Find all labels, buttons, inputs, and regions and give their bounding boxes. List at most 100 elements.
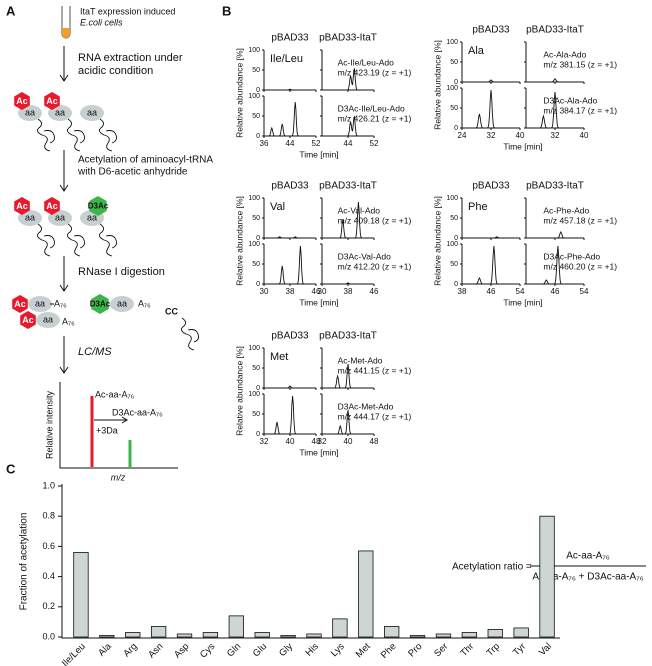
arrows (59, 46, 69, 374)
icon-label: A₇₆ (54, 298, 67, 308)
strain-label: pBAD33-ItaT (319, 331, 377, 342)
bar (99, 635, 115, 638)
trace (264, 236, 316, 239)
axis-label: Time [min] (299, 149, 338, 159)
x-tick-label: Pro (406, 641, 424, 659)
x-tick-label: Gly (277, 641, 295, 659)
y-tick-label: 0.2 (42, 601, 55, 611)
x-tick-label: 46 (370, 287, 379, 296)
axis-label: Time [min] (503, 141, 542, 151)
icon-label: Ac (16, 201, 28, 211)
axis-label: Relative abundance [%] (234, 346, 244, 436)
x-tick-label: 46 (487, 287, 496, 296)
peak-label: D3Ac-aa-A₇₆ (112, 407, 163, 417)
aa-icon (18, 210, 42, 226)
trace (264, 101, 316, 137)
trace (322, 67, 374, 91)
trace (526, 78, 584, 83)
x-tick-label: Ile/Leu (60, 641, 88, 666)
aa-icon (18, 105, 42, 121)
compound-label: D3Ac-Phe-Ado (543, 251, 600, 261)
x-tick-label: 44 (344, 139, 353, 148)
y-tick-label: 0.0 (42, 631, 55, 641)
y-tick-label: 0.6 (42, 541, 55, 551)
trna-icon (99, 223, 117, 257)
y-tick-label: 50 (252, 411, 260, 418)
x-tick-label: 40 (286, 437, 295, 446)
bar (332, 618, 348, 638)
y-tick-label: 0 (454, 125, 458, 132)
y-tick-label: 50 (252, 113, 260, 120)
bar (539, 515, 555, 638)
trace (322, 363, 374, 389)
spectrum-axes (59, 382, 178, 469)
y-tick-label: 50 (252, 365, 260, 372)
compound-label: m/z 423.19 (z = +1) (338, 67, 412, 77)
icon-label: Ac (16, 96, 28, 106)
bar (125, 632, 141, 638)
x-tick-label: Lys (329, 641, 347, 659)
trace (462, 236, 520, 239)
aa-icon (48, 210, 72, 226)
strain-label: pBAD33 (472, 25, 510, 36)
y-tick-label: 100 (446, 85, 458, 92)
icon-label: A₇₆ (62, 316, 75, 326)
x-tick-label: 32 (318, 437, 327, 446)
icon-label: aa (25, 107, 35, 117)
y-tick-label: 100 (446, 39, 458, 46)
bar (73, 552, 89, 638)
x-tick-label: Gln (225, 641, 243, 659)
x-tick-label: 30 (318, 287, 327, 296)
axis-label: Relative abundance [%] (234, 196, 244, 286)
trna-icon (181, 317, 199, 351)
bar (254, 632, 270, 638)
trace (526, 231, 584, 239)
acetyl-icon (20, 311, 36, 329)
equation-lhs: Acetylation ratio = (452, 562, 532, 573)
x-tick-label: Cys (198, 641, 218, 661)
y-tick-label: 50 (450, 59, 458, 66)
y-tick-label: 0 (256, 431, 260, 438)
compound-label: m/z 381.15 (z = +1) (543, 59, 617, 69)
icon-label: aa (55, 107, 65, 117)
y-tick-label: 0.4 (42, 571, 55, 581)
trace (264, 395, 316, 435)
equation-denominator: Ac-aa-A₇₆ + D3Ac-aa-A₇₆ (532, 572, 643, 583)
x-tick-label: Asn (146, 641, 165, 660)
icon-label: CC (165, 306, 178, 316)
icon-label: aa (87, 107, 97, 117)
y-tick-label: 50 (252, 261, 260, 268)
compound-label: D3Ac-Val-Ado (338, 251, 391, 261)
trna-icon (67, 223, 85, 257)
x-tick-label: 48 (370, 437, 379, 446)
shift-label: +3Da (96, 425, 118, 435)
trace (264, 245, 316, 285)
trace (322, 282, 374, 285)
x-tick-label: 52 (312, 139, 321, 148)
trace (322, 115, 374, 137)
trace (526, 245, 584, 285)
axis-label: Fraction of acetylation (19, 513, 30, 611)
axis-label: Relative abundance [%] (432, 40, 442, 130)
subplot-axes (263, 394, 316, 435)
aa-icon (36, 312, 60, 328)
panel-letter: C (6, 461, 16, 476)
y-tick-label: 0 (256, 235, 260, 242)
icon-label: Ac (46, 201, 58, 211)
bar (176, 633, 193, 638)
icon-label: aa (55, 212, 65, 222)
x-tick-label: Met (354, 641, 373, 660)
compound-label: Ac-Phe-Ado (543, 205, 589, 215)
bar (435, 633, 452, 638)
y-tick-label: 0 (454, 281, 458, 288)
x-tick-label: Tyr (511, 641, 528, 658)
y-tick-label: 50 (450, 261, 458, 268)
compound-label: m/z 441.15 (z = +1) (338, 365, 412, 375)
x-tick-label: Arg (121, 641, 139, 659)
trace (322, 409, 374, 435)
compound-label: m/z 384.17 (z = +1) (543, 105, 617, 115)
x-tick-label: 54 (580, 287, 589, 296)
y-tick-label: 0 (256, 385, 260, 392)
acetyl-icon (91, 294, 109, 314)
